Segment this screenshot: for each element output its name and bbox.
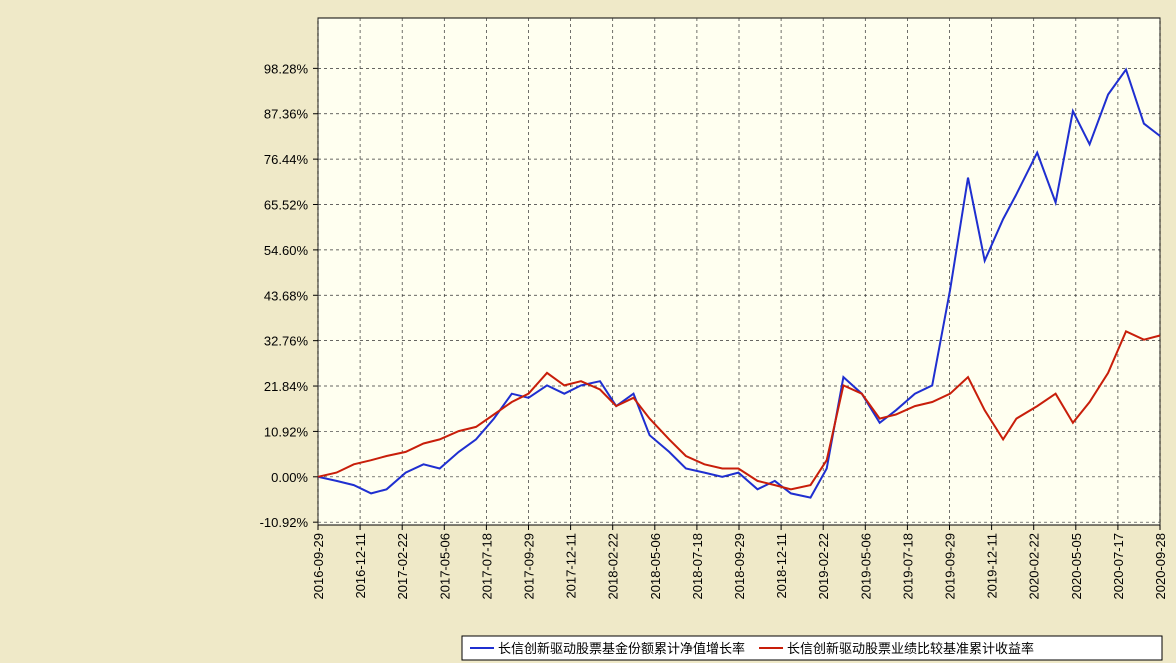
x-tick-label: 2020-09-28 [1153,533,1168,600]
legend-label: 长信创新驱动股票基金份额累计净值增长率 [498,641,745,656]
x-tick-label: 2019-12-11 [985,533,1000,599]
y-tick-label: 65.52% [264,198,309,213]
y-tick-label: 10.92% [264,424,309,439]
x-tick-label: 2020-07-17 [1111,533,1126,600]
x-tick-label: 2018-09-29 [732,533,747,600]
x-tick-label: 2017-02-22 [395,533,410,600]
x-tick-label: 2017-05-06 [437,533,452,600]
x-tick-label: 2019-09-29 [943,533,958,600]
x-tick-label: 2019-07-18 [900,533,915,600]
y-tick-label: 54.60% [264,243,309,258]
y-tick-label: -10.92% [260,515,309,530]
x-tick-label: 2018-07-18 [690,533,705,600]
x-tick-label: 2019-05-06 [858,533,873,600]
x-tick-label: 2018-12-11 [774,533,789,599]
y-tick-label: 98.28% [264,61,309,76]
x-tick-label: 2016-09-29 [311,533,326,600]
x-tick-label: 2017-09-29 [522,533,537,600]
y-tick-label: 76.44% [264,152,309,167]
x-tick-label: 2017-12-11 [564,533,579,599]
y-tick-label: 87.36% [264,107,309,122]
x-tick-label: 2017-07-18 [479,533,494,600]
x-tick-label: 2020-02-22 [1027,533,1042,600]
x-tick-label: 2018-02-22 [606,533,621,600]
x-tick-label: 2018-05-06 [648,533,663,600]
x-tick-label: 2019-02-22 [816,533,831,600]
y-tick-label: 43.68% [264,288,309,303]
chart: -10.92% 0.00% 10.92% 21.84% 32.76% 43.68% 54.6… [0,0,1176,663]
y-tick-label: 32.76% [264,334,309,349]
y-tick-label: 0.00% [271,470,308,485]
y-tick-label: 21.84% [264,379,309,394]
x-tick-label: 2020-05-05 [1069,533,1084,600]
x-tick-label: 2016-12-11 [353,533,368,599]
legend-label: 长信创新驱动股票业绩比较基准累计收益率 [787,641,1034,656]
